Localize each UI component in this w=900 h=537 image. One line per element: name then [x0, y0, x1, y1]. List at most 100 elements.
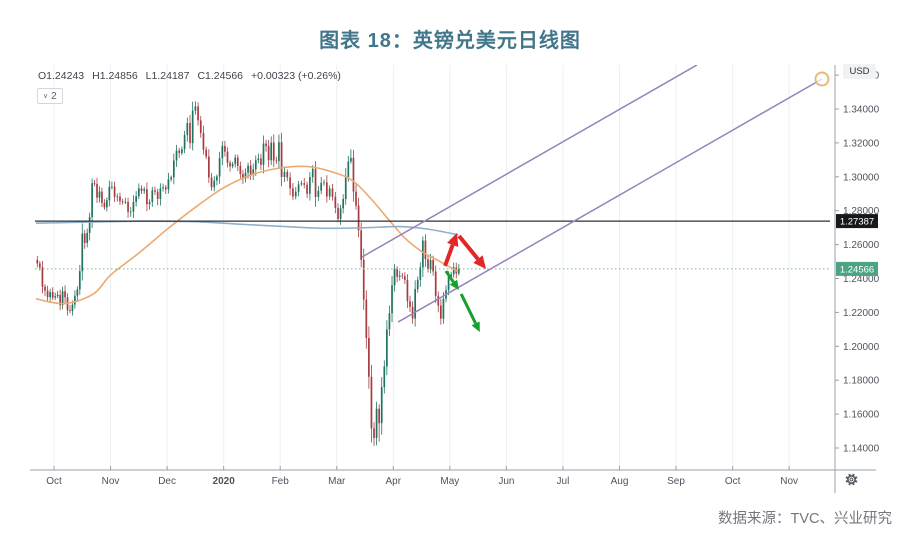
candle-body	[252, 169, 255, 176]
arrow-head	[473, 255, 487, 270]
x-axis-label: May	[440, 476, 459, 487]
x-axis-label: Jun	[498, 476, 514, 487]
svg-text:1.27387: 1.27387	[840, 217, 874, 228]
candle-body	[124, 201, 127, 203]
y-axis-label: 1.16000	[843, 410, 880, 421]
annotation-arrows[interactable]	[443, 232, 487, 333]
candle-body	[221, 145, 224, 159]
candle-body	[56, 294, 59, 297]
candle-body	[64, 291, 66, 298]
candle-body	[39, 263, 41, 268]
candle-body	[91, 183, 93, 218]
candle-body	[101, 191, 103, 203]
arrow-head	[447, 232, 459, 247]
y-axis-label: 1.26000	[843, 240, 880, 251]
price-scale[interactable]: 1.360001.340001.320001.300001.280001.260…	[834, 65, 880, 493]
candle-body	[254, 160, 257, 170]
candle-body	[320, 182, 323, 191]
time-scale[interactable]: Oct Nov Dec 2020 Feb Mar Apr May Jun Jul Aug Sep Oct…	[30, 466, 876, 487]
candle-body	[172, 160, 175, 178]
candle-body	[205, 149, 207, 157]
y-axis-label: 1.32000	[843, 138, 880, 149]
candle-body	[262, 143, 265, 165]
candle-body	[116, 196, 119, 198]
x-axis-label: Feb	[272, 476, 290, 487]
y-axis-label: 1.30000	[843, 172, 880, 183]
candle-body	[119, 196, 121, 202]
candle-body	[300, 183, 303, 185]
candle-body	[440, 305, 442, 319]
candle-body	[416, 279, 419, 290]
candle-body	[162, 187, 164, 189]
candle-body	[129, 211, 132, 213]
candle-body	[71, 304, 74, 312]
candle-body	[265, 143, 267, 147]
drawing-anchor-handle[interactable]	[814, 71, 830, 87]
candle-body	[362, 259, 365, 300]
candle-body	[170, 177, 172, 180]
page-title: 图表 18：英镑兑美元日线图	[319, 30, 581, 52]
source-note: 数据来源：TVC、兴业研究	[718, 511, 892, 527]
candle-body	[388, 313, 391, 330]
candle-body	[236, 157, 239, 166]
y-axis-label: 1.28000	[843, 206, 880, 217]
x-axis-label: Apr	[386, 476, 402, 487]
candle-body	[178, 150, 181, 154]
candle-body	[270, 142, 273, 161]
candle-body	[54, 296, 57, 298]
candle-body	[447, 276, 450, 291]
candle-body	[143, 189, 146, 191]
candle-body	[323, 182, 325, 184]
trendline	[361, 65, 698, 258]
chart-settings-button[interactable]	[845, 473, 858, 486]
candle-body	[229, 162, 231, 167]
candle-body	[457, 268, 460, 274]
currency-label[interactable]: USD	[843, 64, 876, 79]
candle-body	[226, 151, 229, 163]
candle-body	[398, 275, 401, 277]
candle-body	[210, 177, 213, 188]
candle-body	[46, 290, 49, 298]
trend-channel[interactable]	[361, 65, 830, 323]
candle-body	[231, 163, 234, 167]
candle-body	[422, 240, 424, 268]
candle-body	[224, 145, 226, 152]
candle-body	[375, 408, 378, 438]
candle-body	[357, 205, 360, 231]
candle-body	[156, 191, 159, 200]
candle-body	[167, 179, 170, 190]
candle-body	[396, 269, 399, 277]
candle-body	[328, 188, 331, 197]
candle-body	[283, 171, 286, 177]
y-axis-label: 1.18000	[843, 376, 880, 387]
indicators-count: 2	[51, 90, 57, 102]
candle-body	[334, 196, 337, 208]
candle-body	[409, 301, 411, 307]
candle-body	[278, 142, 280, 162]
low-value: L1.24187	[145, 70, 190, 82]
x-axis-label: Aug	[611, 476, 629, 487]
candle-body	[154, 190, 156, 192]
svg-text:1.24566: 1.24566	[840, 264, 874, 275]
x-axis-label: Nov	[102, 476, 120, 487]
candle-body	[391, 285, 393, 314]
candle-body	[294, 191, 297, 197]
candle-body	[286, 171, 289, 178]
current-price-badge: 1.24566	[836, 261, 878, 276]
candle-body	[344, 176, 347, 200]
ma-fast-orange	[35, 165, 459, 305]
gridlines	[53, 65, 790, 470]
candle-body	[373, 428, 375, 438]
candle-body	[272, 142, 275, 161]
candle-body	[309, 177, 311, 194]
candle-body	[202, 133, 205, 150]
candle-body	[146, 189, 148, 205]
candle-body	[244, 172, 247, 179]
candle-body	[378, 408, 381, 424]
candle-body	[207, 156, 210, 178]
candle-body	[401, 275, 404, 277]
candle-body	[450, 274, 452, 277]
indicators-collapse-button[interactable]: ∨ 2	[37, 88, 63, 104]
candle-body	[59, 294, 61, 306]
